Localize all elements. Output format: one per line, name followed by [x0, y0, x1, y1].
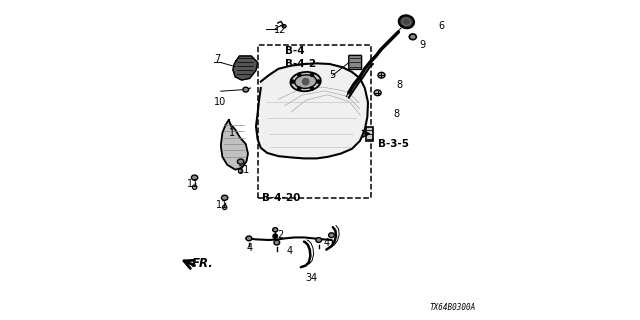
- Text: 9: 9: [419, 40, 426, 50]
- Circle shape: [223, 205, 227, 210]
- Polygon shape: [233, 56, 258, 80]
- Text: 4: 4: [310, 273, 317, 284]
- Text: 2: 2: [277, 230, 283, 240]
- Ellipse shape: [282, 25, 286, 28]
- Text: 8: 8: [397, 80, 403, 90]
- Circle shape: [238, 169, 243, 173]
- Text: 4: 4: [246, 243, 253, 253]
- Text: 10: 10: [214, 97, 227, 108]
- Ellipse shape: [374, 90, 381, 96]
- Text: FR.: FR.: [191, 257, 213, 270]
- Ellipse shape: [274, 240, 280, 245]
- Ellipse shape: [291, 72, 321, 91]
- Text: B-4: B-4: [285, 46, 305, 56]
- Text: 12: 12: [274, 25, 286, 36]
- Polygon shape: [221, 120, 248, 170]
- Circle shape: [192, 185, 197, 189]
- Circle shape: [303, 78, 309, 85]
- Circle shape: [273, 234, 278, 238]
- Text: 11: 11: [216, 200, 228, 210]
- Ellipse shape: [410, 34, 417, 40]
- Circle shape: [310, 87, 314, 90]
- Bar: [258, 45, 371, 198]
- Ellipse shape: [246, 236, 252, 241]
- Text: 8: 8: [394, 108, 400, 119]
- Circle shape: [298, 73, 301, 76]
- Text: 1: 1: [229, 128, 235, 138]
- Polygon shape: [256, 63, 368, 158]
- Text: 3: 3: [306, 273, 312, 284]
- Ellipse shape: [402, 18, 411, 26]
- Ellipse shape: [295, 75, 316, 88]
- Circle shape: [310, 73, 314, 76]
- Text: 5: 5: [330, 70, 336, 80]
- Text: 11: 11: [187, 179, 200, 189]
- FancyBboxPatch shape: [349, 55, 362, 69]
- FancyBboxPatch shape: [366, 127, 374, 141]
- Text: 6: 6: [438, 20, 445, 31]
- Text: 11: 11: [239, 164, 251, 175]
- Ellipse shape: [399, 15, 414, 28]
- Ellipse shape: [221, 195, 228, 200]
- Text: 7: 7: [214, 54, 221, 64]
- Ellipse shape: [273, 228, 278, 232]
- Circle shape: [317, 80, 320, 83]
- Text: B-4-2: B-4-2: [285, 59, 316, 69]
- Circle shape: [291, 80, 294, 83]
- Ellipse shape: [191, 175, 198, 180]
- Text: 4: 4: [287, 246, 292, 256]
- Ellipse shape: [378, 72, 385, 78]
- Ellipse shape: [316, 237, 322, 243]
- Ellipse shape: [237, 159, 244, 164]
- Text: 4: 4: [323, 238, 330, 248]
- Text: B-4-20: B-4-20: [262, 193, 301, 204]
- Text: TX64B0300A: TX64B0300A: [429, 303, 475, 312]
- Ellipse shape: [243, 87, 248, 92]
- Circle shape: [298, 87, 301, 90]
- Text: B-3-5: B-3-5: [378, 139, 408, 149]
- Ellipse shape: [329, 233, 334, 237]
